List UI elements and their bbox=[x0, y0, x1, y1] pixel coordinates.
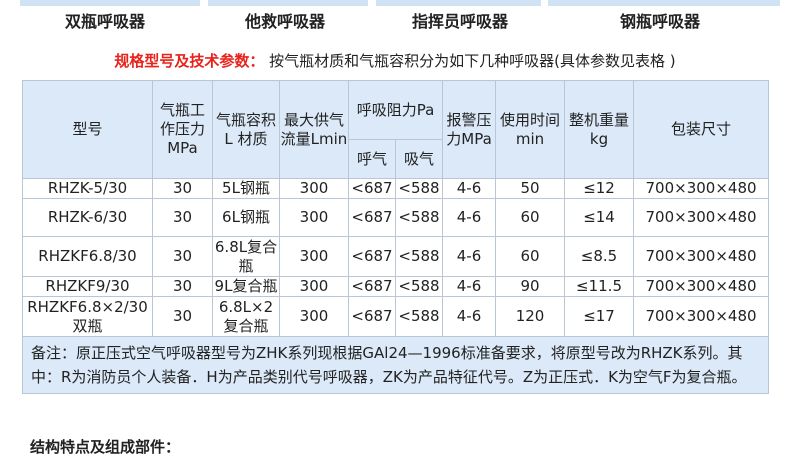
cell-weight: ≤11.5 bbox=[564, 276, 635, 297]
header-model: 型号 bbox=[22, 80, 153, 179]
tab-image-strip-3 bbox=[376, 0, 541, 6]
header-time: 使用时间min bbox=[495, 80, 566, 179]
cell-model: RHZK-6/30 bbox=[22, 198, 153, 237]
cell-weight: ≤12 bbox=[564, 178, 635, 199]
header-resistance: 呼吸阻力Pa bbox=[347, 80, 444, 140]
table-row: RHZKF9/30 30 9L复合瓶 300 <687 <588 4-6 90 … bbox=[22, 276, 770, 297]
cell-exhale: <687 bbox=[348, 296, 396, 337]
cell-alarm: 4-6 bbox=[442, 198, 497, 237]
cell-alarm: 4-6 bbox=[442, 236, 497, 277]
cell-time: 120 bbox=[495, 296, 566, 337]
header-volume: 气瓶容积L 材质 bbox=[212, 80, 280, 179]
cell-weight: ≤8.5 bbox=[564, 236, 635, 277]
tab-rescue[interactable]: 他救呼吸器 bbox=[244, 12, 325, 31]
cell-size: 700×300×480 bbox=[633, 296, 770, 337]
cell-time: 60 bbox=[495, 198, 566, 237]
header-weight: 整机重量kg bbox=[564, 80, 635, 179]
cell-pressure: 30 bbox=[152, 178, 213, 199]
cell-time: 50 bbox=[495, 178, 566, 199]
note-row: 备注：原正压式空气呼吸器型号为ZHK系列现根据GAl24—1996标准备要求，将… bbox=[21, 336, 770, 394]
tab-image-strip-4 bbox=[548, 0, 780, 6]
cell-pressure: 30 bbox=[152, 296, 213, 337]
cell-exhale: <687 bbox=[348, 198, 396, 237]
header-inhale: 吸气 bbox=[394, 139, 444, 179]
cell-pressure: 30 bbox=[152, 276, 213, 297]
spec-line: 规格型号及技术参数： 按气瓶材质和气瓶容积分为如下几种呼吸器(具体参数见表格 ) bbox=[0, 50, 790, 72]
cell-volume: 6.8L复合瓶 bbox=[212, 236, 280, 277]
cell-size: 700×300×480 bbox=[633, 198, 770, 237]
cell-volume: 6.8L×2复合瓶 bbox=[212, 296, 280, 337]
cell-flow: 300 bbox=[279, 236, 349, 277]
table-row: RHZKF6.8/30 30 6.8L复合瓶 300 <687 <588 4-6… bbox=[22, 236, 770, 277]
table-row: RHZK-5/30 30 5L钢瓶 300 <687 <588 4-6 50 ≤… bbox=[22, 178, 770, 199]
cell-exhale: <687 bbox=[348, 236, 396, 277]
cell-size: 700×300×480 bbox=[633, 236, 770, 277]
cell-inhale: <588 bbox=[394, 178, 444, 199]
cell-alarm: 4-6 bbox=[442, 276, 497, 297]
cell-alarm: 4-6 bbox=[442, 296, 497, 337]
tab-commander[interactable]: 指挥员呼吸器 bbox=[411, 12, 508, 31]
cell-pressure: 30 bbox=[152, 198, 213, 237]
tab-double-cylinder[interactable]: 双瓶呼吸器 bbox=[64, 12, 145, 31]
spec-text: 按气瓶材质和气瓶容积分为如下几种呼吸器(具体参数见表格 ) bbox=[269, 52, 676, 70]
cell-model: RHZKF6.8/30 bbox=[22, 236, 153, 277]
tab-image-strip-1 bbox=[20, 0, 200, 6]
cell-flow: 300 bbox=[279, 276, 349, 297]
cell-model: RHZKF6.8×2/30双瓶 bbox=[22, 296, 153, 337]
spec-heading: 规格型号及技术参数： bbox=[114, 52, 265, 70]
header-size: 包装尺寸 bbox=[633, 80, 770, 179]
cell-inhale: <588 bbox=[394, 296, 444, 337]
header-flow: 最大供气流量Lmin bbox=[279, 80, 349, 179]
cell-weight: ≤17 bbox=[564, 296, 635, 337]
cell-exhale: <687 bbox=[348, 276, 396, 297]
cell-volume: 5L钢瓶 bbox=[212, 178, 280, 199]
cell-inhale: <588 bbox=[394, 198, 444, 237]
table-row: RHZK-6/30 30 6L钢瓶 300 <687 <588 4-6 60 ≤… bbox=[22, 198, 770, 237]
cell-inhale: <588 bbox=[394, 236, 444, 277]
cell-model: RHZK-5/30 bbox=[22, 178, 153, 199]
cell-model: RHZKF9/30 bbox=[22, 276, 153, 297]
product-tabs: 双瓶呼吸器 他救呼吸器 指挥员呼吸器 钢瓶呼吸器 bbox=[0, 8, 790, 36]
header-pressure: 气瓶工作压力MPa bbox=[152, 80, 213, 179]
cell-size: 700×300×480 bbox=[633, 276, 770, 297]
cell-size: 700×300×480 bbox=[633, 178, 770, 199]
cell-time: 60 bbox=[495, 236, 566, 277]
tab-image-strip-2 bbox=[208, 0, 368, 6]
cell-flow: 300 bbox=[279, 296, 349, 337]
cell-volume: 6L钢瓶 bbox=[212, 198, 280, 237]
cell-alarm: 4-6 bbox=[442, 178, 497, 199]
header-alarm: 报警压力MPa bbox=[442, 80, 497, 179]
cell-flow: 300 bbox=[279, 198, 349, 237]
table-row: RHZKF6.8×2/30双瓶 30 6.8L×2复合瓶 300 <687 <5… bbox=[22, 296, 770, 337]
cell-pressure: 30 bbox=[152, 236, 213, 277]
cell-weight: ≤14 bbox=[564, 198, 635, 237]
cell-volume: 9L复合瓶 bbox=[212, 276, 280, 297]
tab-steel-cylinder[interactable]: 钢瓶呼吸器 bbox=[619, 12, 700, 31]
cell-time: 90 bbox=[495, 276, 566, 297]
spec-table: 型号 气瓶工作压力MPa 气瓶容积L 材质 最大供气流量Lmin 呼吸阻力Pa … bbox=[21, 80, 770, 394]
table-note: 备注：原正压式空气呼吸器型号为ZHK系列现根据GAl24—1996标准备要求，将… bbox=[21, 336, 770, 394]
cell-exhale: <687 bbox=[348, 178, 396, 199]
cell-inhale: <588 bbox=[394, 276, 444, 297]
header-exhale: 呼气 bbox=[348, 139, 396, 179]
cell-flow: 300 bbox=[279, 178, 349, 199]
structure-heading: 结构特点及组成部件： bbox=[30, 438, 181, 456]
